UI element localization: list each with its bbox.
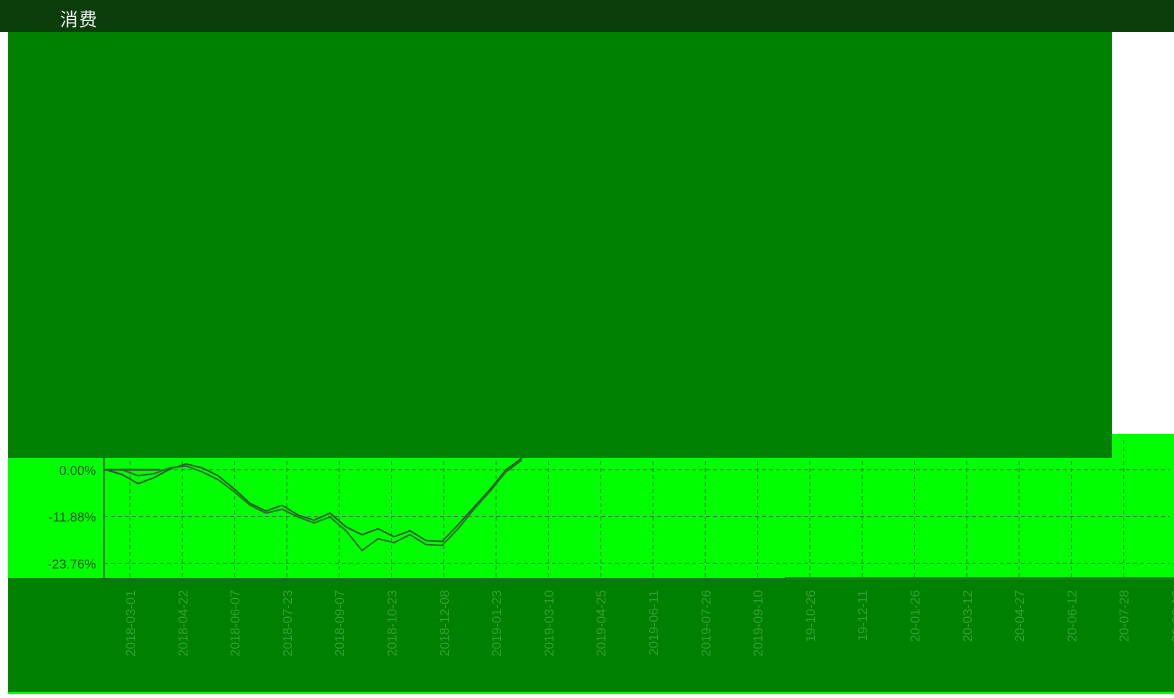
x-tick-label: 2018-09-07 (332, 590, 347, 657)
x-tick-label: 2018-03-01 (123, 590, 138, 657)
y-tick-label: -23.76% (48, 556, 97, 571)
x-tick-label: 2018-06-07 (228, 590, 243, 657)
y-tick-label: 0.00% (59, 463, 96, 478)
x-tick-label: 2019-04-25 (594, 590, 609, 657)
x-tick-label: 20-06-12 (1064, 590, 1079, 642)
x-tick-label: 2019-01-23 (489, 590, 504, 657)
y-tick-label: -11.88% (49, 510, 97, 525)
x-tick-label: 2018-07-23 (280, 590, 295, 657)
x-tick-label: 19-12-11 (855, 590, 870, 641)
chart-title: 消费 (60, 10, 98, 30)
x-tick-label: 20-07-28 (1117, 590, 1132, 642)
x-tick-label: 2019-03-10 (541, 590, 556, 657)
x-axis-band (8, 578, 1174, 692)
series-line (105, 457, 523, 543)
x-tick-label: 2018-10-23 (385, 590, 400, 657)
x-tick-label: 2019-06-11 (646, 590, 661, 656)
x-tick-label: 20-04-27 (1012, 590, 1027, 642)
occluding-strip (785, 577, 1174, 581)
title-bar: 消费 (0, 0, 1174, 32)
series-line (106, 459, 523, 552)
x-tick-label: 19-10-26 (803, 590, 818, 642)
x-tick-label: 2018-04-22 (175, 590, 190, 657)
x-tick-label: 2018-12-08 (437, 590, 452, 657)
occluding-block (8, 32, 1112, 458)
x-tick-label: 20-03-12 (960, 590, 975, 642)
x-tick-label: 20-09-12 (1169, 590, 1174, 642)
x-tick-label: 2019-07-26 (698, 590, 713, 657)
x-tick-label: 20-01-26 (908, 590, 923, 642)
x-tick-label: 2019-09-10 (751, 590, 766, 657)
